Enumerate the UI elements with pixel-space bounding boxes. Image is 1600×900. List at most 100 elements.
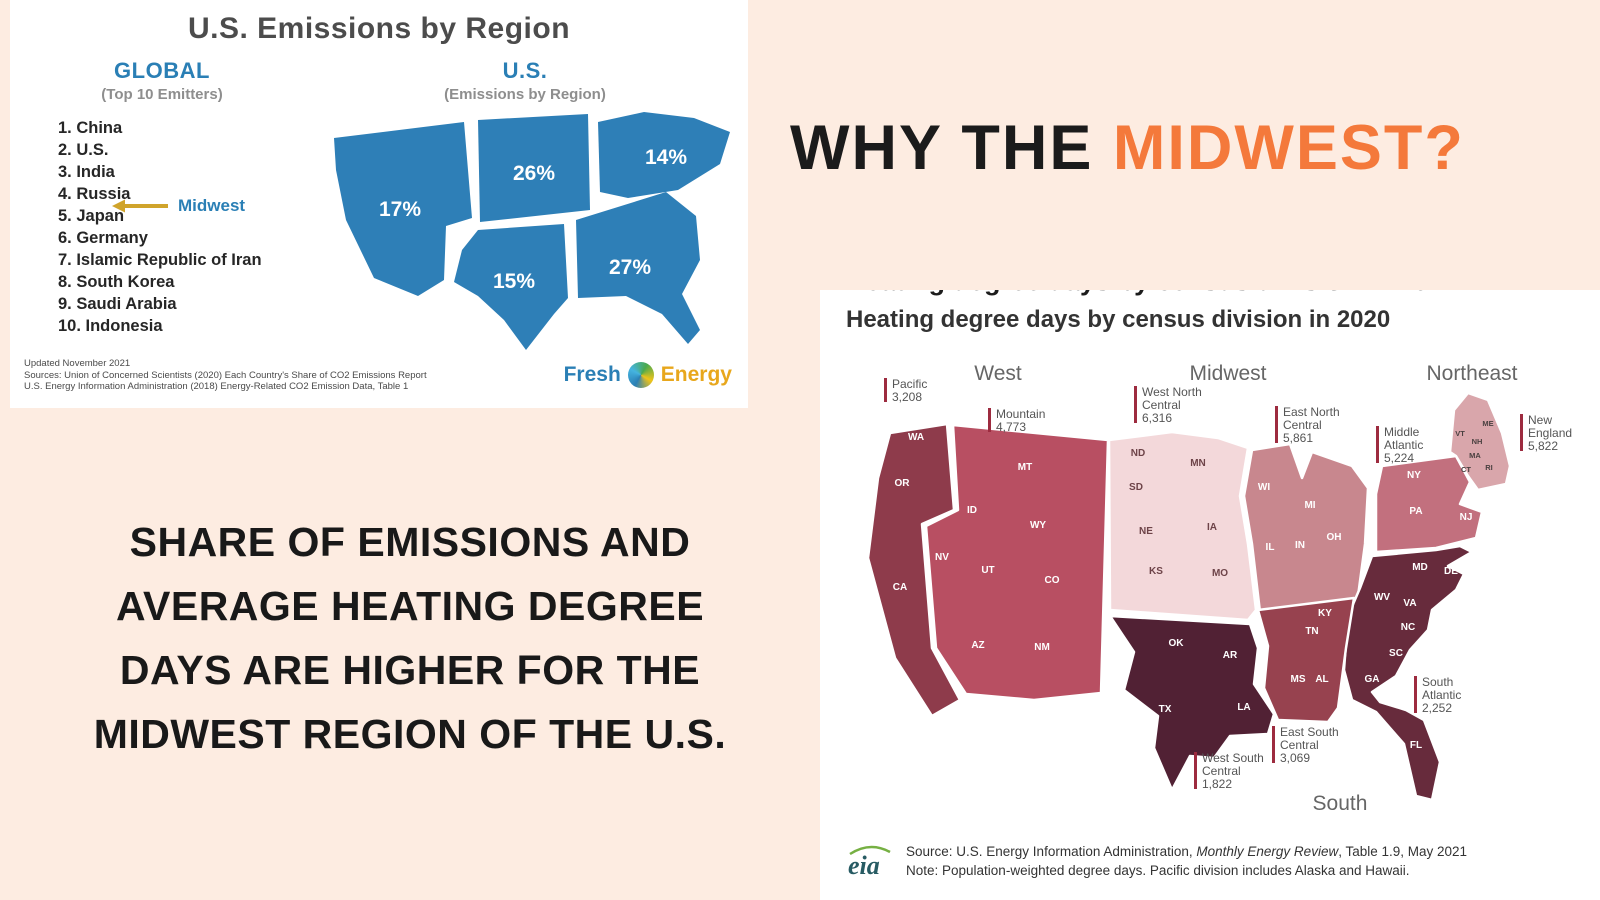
state-label: MA [1469,451,1481,460]
svg-text:Atlantic: Atlantic [1422,688,1461,702]
list-item: 8. South Korea [58,273,175,291]
state-label: ME [1482,419,1493,428]
svg-text:New: New [1528,413,1552,427]
state-label: WV [1374,592,1390,603]
svg-text:6,316: 6,316 [1142,411,1172,425]
hdd-source-note: Source: U.S. Energy Information Administ… [906,842,1467,880]
us-heading: U.S. [502,58,548,83]
callout-east-north-central: East North Central 5,861 [1275,405,1340,445]
state-label: OK [1169,638,1185,649]
state-label: OH [1327,532,1342,543]
svg-text:Central: Central [1283,418,1322,432]
state-label: GA [1365,674,1380,685]
state-label: VA [1403,598,1416,609]
hdd-census-map: West Midwest Northeast South WA OR CA MT… [866,362,1572,815]
callout-west-north-central: West North Central 6,316 [1134,385,1202,425]
state-label: IL [1266,542,1275,553]
state-label: SC [1389,648,1403,659]
share-label-southeast: 27% [609,256,651,279]
list-item: 4. Russia [58,185,131,203]
state-label: MN [1190,458,1206,469]
svg-text:East South: East South [1280,725,1339,739]
state-label: KY [1318,608,1332,619]
share-label-midwest: 26% [513,162,555,185]
region-northeast [598,112,730,198]
state-label: NM [1034,642,1050,653]
global-subheading: (Top 10 Emitters) [101,86,223,103]
state-label: NC [1401,622,1415,633]
list-item: 5. Japan [58,207,125,225]
fresh-energy-logo: Fresh Energy [564,362,732,388]
svg-text:Central: Central [1142,398,1181,412]
note-line: Note: Population-weighted degree days. P… [906,863,1410,878]
svg-text:2,252: 2,252 [1422,701,1452,715]
svg-text:England: England [1528,426,1572,440]
svg-text:5,224: 5,224 [1384,451,1414,465]
svg-text:5,861: 5,861 [1283,431,1313,445]
state-label: KS [1149,566,1163,577]
list-item: 3. India [58,163,115,181]
us-map-panel-heading: U.S. (Emissions by Region) [405,58,645,103]
fresh-energy-swirl-icon [627,362,654,388]
headline: WHY THE MIDWEST? [790,112,1580,184]
statement-line: AVERAGE HEATING DEGREE [115,583,705,629]
svg-text:Central: Central [1202,764,1241,778]
region-west [334,122,472,296]
svg-text:Pacific: Pacific [892,377,927,391]
footnote-line: U.S. Energy Information Administration (… [24,381,409,392]
state-label: DE [1444,566,1458,577]
region-label-midwest: Midwest [1189,362,1266,385]
state-label: NV [935,552,949,563]
source-line: Source: U.S. Energy Information Administ… [906,844,1468,859]
footnote-line: Sources: Union of Concerned Scientists (… [24,369,427,381]
region-label-west: West [974,362,1022,385]
svg-text:South: South [1422,675,1453,689]
left-arrow-icon [112,199,168,213]
region-southeast [576,192,700,344]
callout-new-england: New England 5,822 [1520,413,1572,453]
midwest-annotation: Midwest [112,196,245,216]
state-label: NE [1139,526,1153,537]
state-label: WI [1258,482,1270,493]
state-label: MT [1018,462,1032,473]
state-label: MS [1291,674,1306,685]
share-label-northeast: 14% [645,146,687,169]
region-south-central [454,224,568,350]
hdd-chart-card: Heating degree days by census division i… [820,290,1600,900]
svg-text:3,208: 3,208 [892,390,922,404]
statement-text: SHARE OF EMISSIONS AND AVERAGE HEATING D… [40,510,780,766]
logo-word-fresh: Fresh [563,363,621,386]
headline-orange: MIDWEST? [1112,113,1465,183]
division-west-south-central [1108,614,1276,792]
svg-text:Atlantic: Atlantic [1384,438,1423,452]
state-label: TX [1159,704,1172,715]
us-emissions-map: 17% 26% 14% 15% 27% [334,112,730,350]
state-label: UT [981,565,994,576]
division-east-north-central [1242,442,1370,614]
division-west-north-central [1107,430,1258,622]
footnote-line: Updated November 2021 [24,358,131,369]
state-label: AZ [971,640,984,651]
division-south-atlantic [1342,544,1474,802]
global-heading: GLOBAL [114,58,210,83]
state-label: MI [1304,500,1315,511]
list-item: 1. China [58,119,123,137]
division-middle-atlantic [1374,454,1484,554]
callout-south-atlantic: South Atlantic 2,252 [1414,675,1461,715]
state-label: CO [1045,575,1060,586]
division-mountain [924,423,1110,702]
us-subheading: (Emissions by Region) [444,86,606,103]
logo-word-energy: Energy [660,363,732,386]
division-pacific [866,422,962,718]
list-item: 10. Indonesia [58,317,163,335]
global-emitters-panel: GLOBAL (Top 10 Emitters) 1. China 2. U.S… [38,58,286,337]
cropped-title-fragment: Heating degree days by census division i… [846,290,1446,299]
state-label: NY [1407,470,1421,481]
callout-mountain: Mountain 4,773 [988,407,1045,434]
svg-text:East North: East North [1283,405,1340,419]
list-item: 9. Saudi Arabia [58,295,177,313]
midwest-annotation-label: Midwest [178,196,246,215]
state-label: NJ [1460,512,1473,523]
share-label-south-central: 15% [493,270,535,293]
state-label: SD [1129,482,1143,493]
